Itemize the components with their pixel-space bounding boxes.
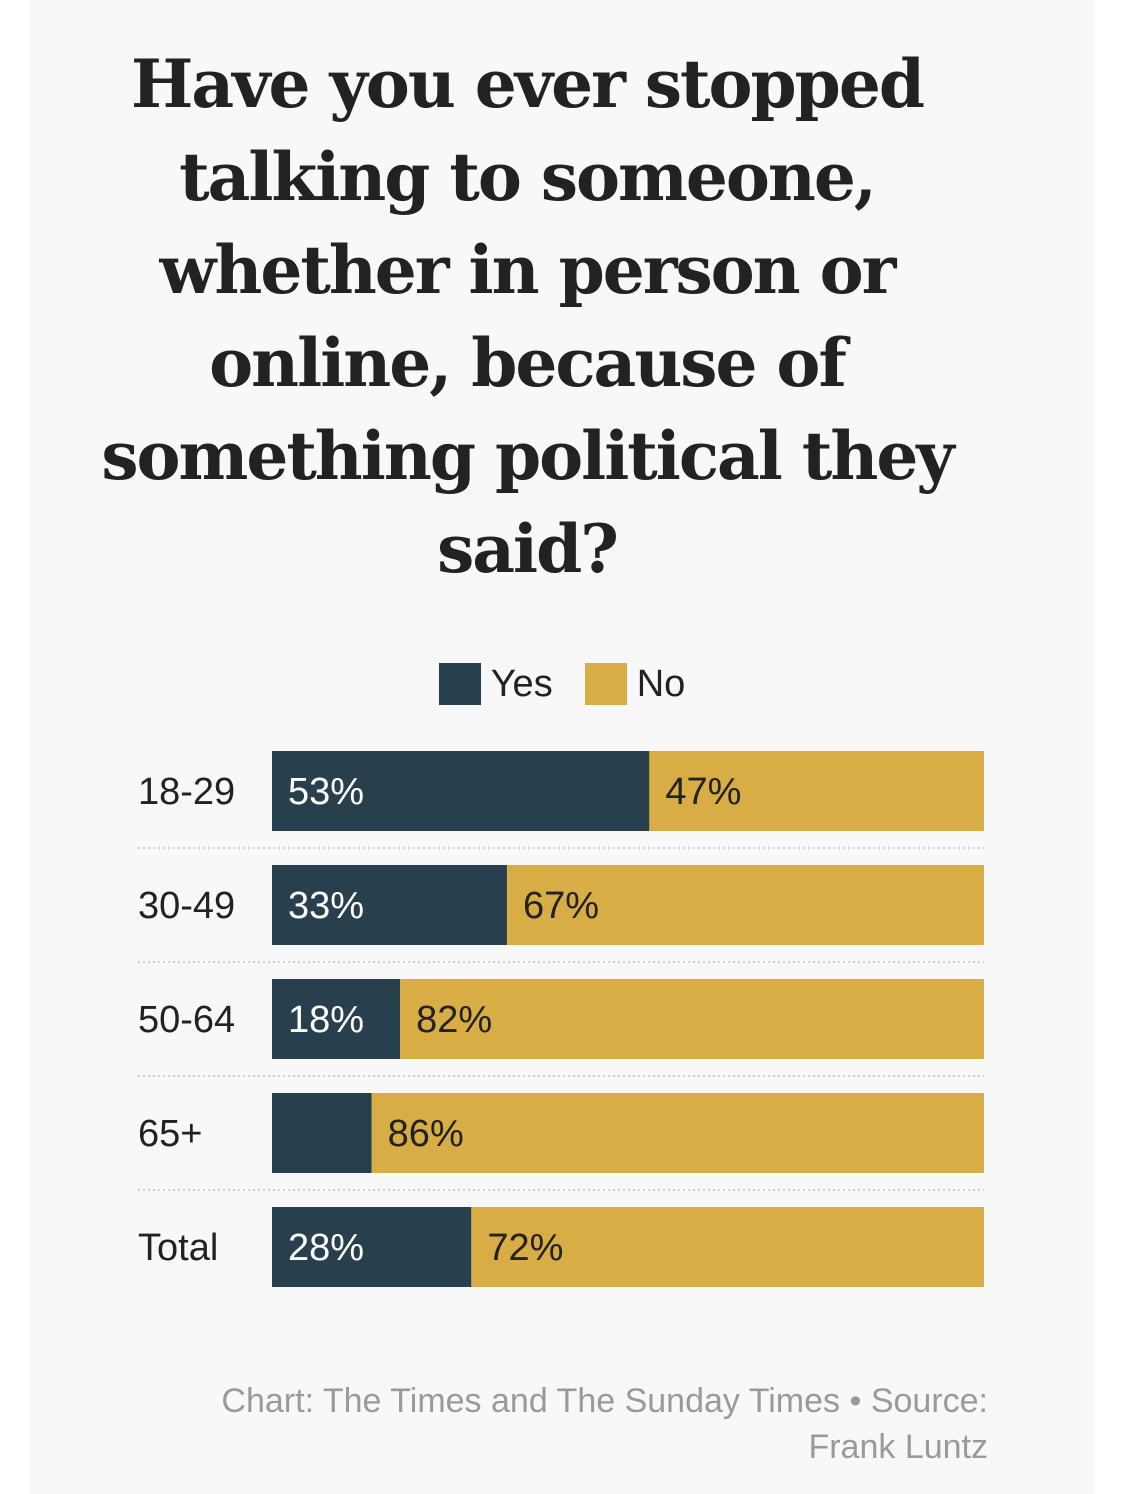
category-label-18-29: 18-29: [138, 771, 235, 813]
chart-title: Have you ever stopped talking to someone…: [101, 45, 954, 588]
value-label-yes-total: 28%: [288, 1227, 364, 1269]
bar-no-18-29: [649, 751, 984, 831]
value-label-no-65: 86%: [388, 1113, 464, 1155]
category-label-65: 65+: [138, 1113, 202, 1155]
category-label-50-64: 50-64: [138, 999, 235, 1041]
bar-yes-total: [272, 1207, 472, 1287]
legend-item-yes: Yes: [438, 662, 553, 706]
bar-no-total: [471, 1207, 984, 1287]
category-label-total: Total: [138, 1227, 218, 1269]
bar-no-50-64: [400, 979, 984, 1059]
value-label-no-30-49: 67%: [523, 885, 599, 927]
bar-no-30-49: [506, 865, 984, 945]
bar-yes-30-49: [272, 865, 507, 945]
value-label-no-total: 72%: [487, 1227, 563, 1269]
value-label-no-18-29: 47%: [665, 771, 741, 813]
bar-yes-50-64: [272, 979, 401, 1059]
legend-item-no: No: [584, 662, 686, 706]
value-label-yes-30-49: 33%: [288, 885, 364, 927]
bar-yes-18-29: [272, 751, 650, 831]
value-label-yes-18-29: 53%: [288, 771, 364, 813]
category-label-30-49: 30-49: [138, 885, 235, 927]
legend-swatch-yes: [438, 663, 481, 705]
bar-yes-65: [272, 1093, 372, 1173]
value-label-yes-50-64: 18%: [288, 999, 364, 1041]
value-label-no-50-64: 82%: [416, 999, 492, 1041]
stacked-bar-chart: 18-29 53% 47% 30-49 33% 67% 50-64 18% 82% 65+ 86% T…: [138, 751, 984, 1287]
source-note: Chart: The Times and The Sunday Times • …: [221, 1382, 988, 1466]
legend-swatch-no: [584, 663, 627, 705]
bar-no-65: [371, 1093, 984, 1173]
legend-label-no: No: [636, 662, 686, 705]
chart-legend: Yes No: [0, 660, 1124, 708]
legend-label-yes: Yes: [490, 662, 553, 705]
